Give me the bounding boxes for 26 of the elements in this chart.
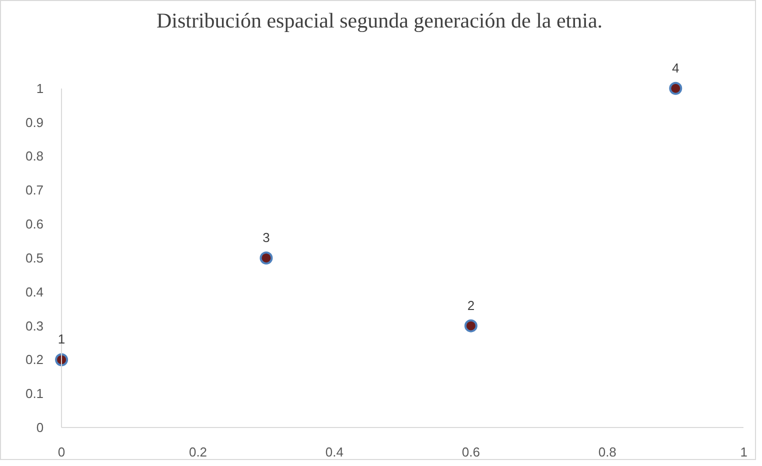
annotation: 4 (672, 60, 680, 76)
y-tick-label: 0.9 (25, 114, 44, 130)
y-tick-label: 0.4 (25, 284, 44, 300)
point (55, 353, 68, 366)
y-tick-label: 0.6 (25, 216, 44, 232)
y-tick-label: 0.2 (25, 352, 44, 368)
annotation: 3 (262, 230, 270, 245)
annotation: 2 (467, 298, 475, 313)
x-tick-label: 0.4 (325, 444, 344, 460)
point (260, 251, 273, 264)
point (669, 82, 682, 95)
y-tick-label: 0.3 (25, 318, 44, 334)
y-tick-label: 0.5 (25, 250, 44, 266)
y-tick-label: 0.8 (25, 148, 44, 164)
x-tick-label: 0.8 (598, 444, 616, 460)
y-tick-label: 0.1 (25, 386, 44, 402)
y-tick-label: 0.7 (25, 182, 44, 198)
x-tick-label: 0 (58, 444, 66, 460)
y-tick-label: 0 (36, 420, 44, 436)
x-tick-label: 1 (740, 444, 748, 460)
x-tick-label: 0.6 (462, 444, 480, 460)
annotation: 1 (58, 332, 66, 347)
x-tick-label: 0.2 (188, 444, 208, 460)
chart-title: Distribución espacial segunda generación de la etnia. (156, 8, 603, 32)
y-tick-label: 1 (36, 80, 44, 96)
point (464, 319, 478, 332)
